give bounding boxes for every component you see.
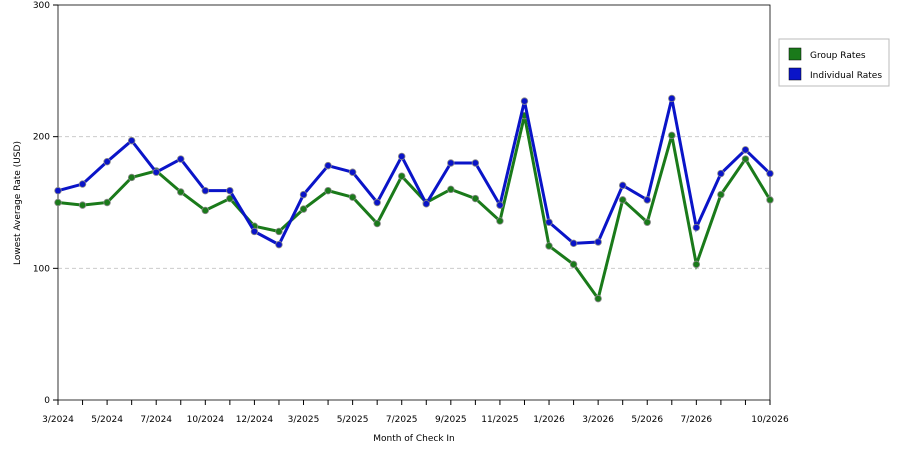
data-point (741, 146, 750, 154)
x-tick-label: 7/2026 (681, 415, 713, 425)
data-point (692, 223, 701, 232)
data-point (373, 198, 381, 207)
data-point (299, 190, 308, 199)
x-tick-label: 3/2024 (42, 415, 74, 425)
data-point (569, 239, 578, 248)
data-point (103, 157, 111, 166)
data-point (324, 161, 332, 170)
series-line (57, 98, 772, 247)
y-tick-label: 100 (33, 264, 50, 274)
data-point (545, 218, 553, 226)
data-point (717, 190, 725, 199)
y-tick-label: 200 (33, 133, 50, 143)
data-point (545, 242, 553, 250)
data-point (54, 198, 62, 207)
data-point (348, 168, 357, 176)
data-point (250, 227, 259, 236)
series-line (57, 115, 772, 303)
data-point (201, 206, 210, 215)
data-point (127, 173, 136, 182)
data-point (692, 260, 701, 269)
legend-label: Individual Rates (810, 71, 882, 81)
data-point (226, 186, 234, 195)
legend-label: Group Rates (810, 51, 866, 61)
y-tick-label: 300 (33, 1, 50, 11)
data-point (594, 294, 602, 303)
x-tick-label: 1/2026 (533, 415, 565, 425)
data-point (177, 188, 185, 196)
x-tick-label: 7/2024 (140, 415, 172, 425)
data-point (103, 198, 111, 207)
data-point (471, 159, 480, 167)
data-point (766, 169, 774, 178)
x-axis-title: Month of Check In (373, 434, 455, 444)
x-tick-label: 11/2025 (481, 415, 518, 425)
data-point (766, 196, 774, 204)
data-point (127, 136, 136, 145)
x-tick-label: 5/2026 (631, 415, 663, 425)
data-point (471, 194, 480, 203)
data-point (177, 155, 185, 163)
data-point (299, 205, 308, 213)
x-tick-label: 5/2025 (337, 415, 369, 425)
x-tick-label: 9/2025 (435, 415, 467, 425)
data-point (275, 227, 283, 236)
data-point (618, 196, 627, 204)
x-tick-label: 3/2025 (288, 415, 320, 425)
data-point (373, 219, 381, 228)
data-point (668, 94, 676, 103)
data-point (668, 131, 676, 140)
x-tick-label: 10/2024 (187, 415, 225, 425)
x-tick-label: 7/2025 (386, 415, 418, 425)
data-point (643, 196, 651, 204)
data-point (398, 152, 406, 161)
data-point (447, 159, 455, 167)
data-point (54, 186, 62, 195)
data-point (643, 218, 651, 226)
data-point (398, 172, 406, 180)
data-point (447, 185, 455, 194)
data-point (348, 193, 357, 201)
data-point (78, 201, 87, 209)
data-point (717, 169, 725, 178)
data-point (152, 168, 160, 176)
legend-swatch (788, 67, 802, 81)
x-tick-label: 5/2024 (91, 415, 123, 425)
data-point (496, 201, 504, 209)
data-point (618, 181, 627, 190)
y-axis-title: Lowest Average Rate (USD) (13, 141, 23, 265)
data-point (594, 238, 602, 246)
y-tick-label: 0 (44, 396, 50, 406)
x-tick-label: 12/2024 (236, 415, 274, 425)
data-point (78, 180, 87, 188)
x-tick-label: 3/2026 (582, 415, 614, 425)
data-point (201, 186, 210, 195)
legend-swatch (788, 47, 802, 61)
data-point (496, 217, 504, 225)
data-point (520, 97, 529, 105)
data-point (275, 240, 283, 249)
data-point (324, 186, 332, 195)
data-point (569, 260, 578, 269)
data-point (422, 200, 430, 208)
plot-frame (57, 4, 771, 401)
data-point (741, 155, 750, 163)
x-tick-label: 10/2026 (751, 415, 789, 425)
